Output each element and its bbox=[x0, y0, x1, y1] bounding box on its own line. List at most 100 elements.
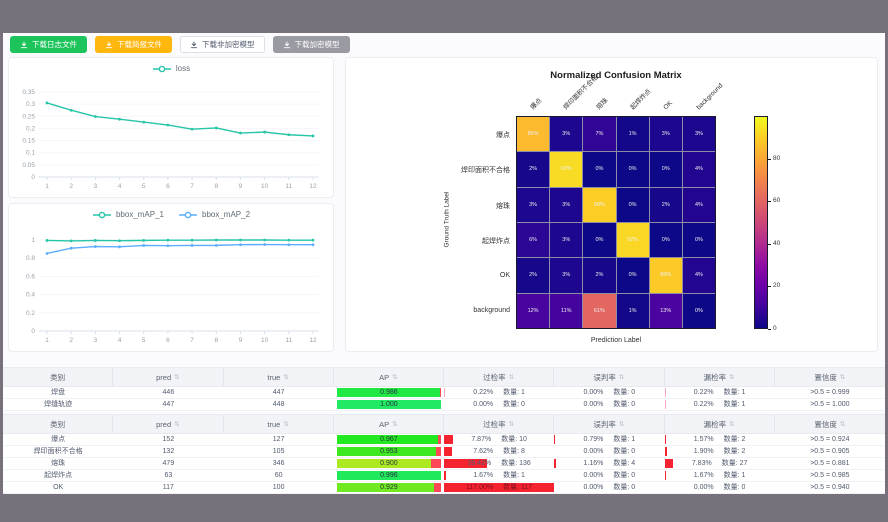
sort-icon: ⇅ bbox=[618, 421, 625, 428]
column-header-confidence[interactable]: 置信度 ⇅ bbox=[775, 415, 885, 433]
column-header-label: 类别 bbox=[50, 419, 66, 429]
column-header-ap[interactable]: AP ⇅ bbox=[334, 368, 444, 386]
rate-count: 数量: 0 bbox=[613, 401, 636, 408]
svg-text:9: 9 bbox=[239, 183, 243, 190]
svg-text:1: 1 bbox=[31, 237, 35, 244]
matrix-cell: 1% bbox=[616, 293, 649, 328]
cell-ap: 0.900 bbox=[334, 458, 444, 469]
matrix-cell: 2% bbox=[583, 258, 616, 293]
rate-text: 7.62% 数量: 8 bbox=[444, 446, 554, 457]
matrix-row-label: 熔珠 bbox=[496, 202, 510, 210]
svg-text:0.6: 0.6 bbox=[26, 273, 35, 280]
svg-text:2: 2 bbox=[69, 183, 73, 190]
column-header-misjudge-rate[interactable]: 误判率 ⇅ bbox=[554, 368, 665, 386]
rate-count: 数量: 0 bbox=[503, 401, 525, 408]
column-header-label: pred bbox=[156, 372, 172, 382]
column-header-overdetect-rate[interactable]: 过检率 ⇅ bbox=[444, 368, 555, 386]
column-header-true[interactable]: true ⇅ bbox=[224, 415, 334, 433]
download-log-file-button[interactable]: 下载日志文件 bbox=[10, 36, 87, 53]
matrix-cell: 90% bbox=[583, 187, 616, 222]
svg-text:0: 0 bbox=[31, 328, 35, 335]
rate-bar-cell: 0.00% 数量: 0 bbox=[554, 399, 664, 410]
rate-bar-cell: 1.67% 数量: 1 bbox=[444, 470, 554, 481]
table-row: OK 117 100 0.929 117.00% 数量: 117 0.00% 数量: 0 0.0… bbox=[3, 482, 885, 494]
rate-count: 数量: 0 bbox=[613, 448, 636, 455]
cell-overdetect-rate: 0.00% 数量: 0 bbox=[444, 399, 554, 410]
cell-overdetect-rate: 117.00% 数量: 117 bbox=[444, 482, 555, 493]
matrix-cell-value: 3% bbox=[562, 131, 571, 138]
download-icon bbox=[105, 41, 113, 48]
rate-percent: 7.62% bbox=[473, 448, 494, 455]
rate-percent: 0.00% bbox=[583, 401, 604, 408]
ap-value-bar bbox=[336, 435, 438, 444]
sort-icon: ⇅ bbox=[283, 421, 289, 428]
matrix-cell: 85% bbox=[517, 117, 550, 152]
column-header-pred[interactable]: pred ⇅ bbox=[113, 415, 224, 433]
rate-bar-cell: 7.87% 数量: 10 bbox=[444, 434, 554, 445]
matrix-row-label: background bbox=[473, 307, 510, 315]
cell-category: 焊印面积不合格 bbox=[33, 448, 83, 455]
rate-bar bbox=[664, 435, 667, 444]
cell-misjudge-rate: 1.16% 数量: 4 bbox=[554, 458, 664, 469]
column-header-confidence[interactable]: 置信度 ⇅ bbox=[775, 368, 885, 386]
table-row: 焊缝轨迹 447 448 1.000 0.00% 数量: 0 0.00% 数量: 0 0.22%… bbox=[3, 399, 885, 411]
svg-text:12: 12 bbox=[309, 183, 317, 190]
legend-loss[interactable]: loss bbox=[152, 64, 190, 73]
column-header-true[interactable]: true ⇅ bbox=[224, 368, 334, 386]
rate-percent: 1.90% bbox=[693, 448, 714, 455]
rate-text: 1.16% 数量: 4 bbox=[554, 458, 664, 469]
rate-bar-cell: 1.16% 数量: 4 bbox=[554, 458, 664, 469]
column-header-pred[interactable]: pred ⇅ bbox=[113, 368, 224, 386]
sort-icon: ⇅ bbox=[839, 421, 846, 428]
matrix-cell-value: 4% bbox=[694, 201, 703, 208]
matrix-cell-value: 90% bbox=[593, 201, 605, 208]
matrix-cell-value: 92% bbox=[627, 237, 639, 244]
column-header-overdetect-rate[interactable]: 过检率 ⇅ bbox=[444, 415, 555, 433]
column-header-misjudge-rate[interactable]: 误判率 ⇅ bbox=[554, 415, 665, 433]
matrix-cell: 12% bbox=[517, 293, 550, 328]
matrix-cell: 0% bbox=[616, 187, 649, 222]
legend-bbox_mAP_2[interactable]: bbox_mAP_2 bbox=[178, 210, 250, 219]
matrix-cell: 3% bbox=[649, 117, 682, 152]
matrix-cell-value: 0% bbox=[628, 201, 637, 208]
column-header-missdetect-rate[interactable]: 漏检率 ⇅ bbox=[665, 415, 775, 433]
download-brief-file-button[interactable]: 下载简报文件 bbox=[95, 36, 172, 53]
rate-text: 1.67% 数量: 1 bbox=[665, 470, 775, 481]
column-header-label: 误判率 bbox=[593, 372, 616, 382]
colorbar-tick-label: 20 bbox=[773, 282, 781, 290]
column-header-label: 漏检率 bbox=[703, 372, 727, 382]
column-header-label: 过检率 bbox=[483, 419, 506, 429]
ap-bar-cell: 0.996 bbox=[336, 471, 441, 480]
download-encrypted-model-button[interactable]: 下载加密模型 bbox=[272, 36, 350, 53]
legend-bbox_mAP_1[interactable]: bbox_mAP_1 bbox=[92, 210, 164, 219]
svg-text:0.8: 0.8 bbox=[26, 255, 35, 262]
rate-count: 数量: 4 bbox=[613, 460, 636, 467]
confusion-matrix-xlabel: Prediction Label bbox=[590, 337, 642, 344]
matrix-cell: 93% bbox=[550, 152, 583, 187]
cell-overdetect-rate: 1.67% 数量: 1 bbox=[444, 470, 554, 481]
matrix-cell-value: 2% bbox=[661, 201, 670, 208]
column-header-label: 漏检率 bbox=[703, 419, 727, 429]
colorbar-tick-mark bbox=[768, 158, 771, 160]
rate-text: 0.00% 数量: 0 bbox=[554, 399, 664, 410]
rate-text: 39.42% 数量: 136 bbox=[444, 458, 554, 469]
column-header-missdetect-rate[interactable]: 漏检率 ⇅ bbox=[665, 368, 775, 386]
rate-bar-cell: 0.79% 数量: 1 bbox=[554, 434, 664, 445]
matrix-cell: 0% bbox=[682, 293, 715, 328]
rate-percent: 7.83% bbox=[691, 460, 712, 467]
ap-value-bar bbox=[336, 471, 441, 480]
matrix-cell-value: 1% bbox=[628, 307, 637, 314]
download-unencrypted-model-button[interactable]: 下载非加密模型 bbox=[180, 36, 265, 53]
rate-percent: 117.00% bbox=[466, 484, 494, 491]
map-chart-legend: bbox_mAP_1 bbox_mAP_2 bbox=[9, 210, 333, 219]
button-label: 下载加密模型 bbox=[294, 40, 340, 49]
download-icon bbox=[283, 41, 290, 48]
cell-category: OK bbox=[53, 484, 64, 491]
rate-count: 数量: 0 bbox=[613, 484, 636, 491]
ap-value: 1.000 bbox=[380, 401, 398, 408]
column-header-ap[interactable]: AP ⇅ bbox=[334, 415, 444, 433]
rate-bar bbox=[664, 471, 667, 480]
cell-missdetect-rate: 1.57% 数量: 2 bbox=[664, 434, 775, 445]
rate-text: 1.57% 数量: 2 bbox=[665, 434, 775, 445]
matrix-cell: 61% bbox=[583, 293, 616, 328]
